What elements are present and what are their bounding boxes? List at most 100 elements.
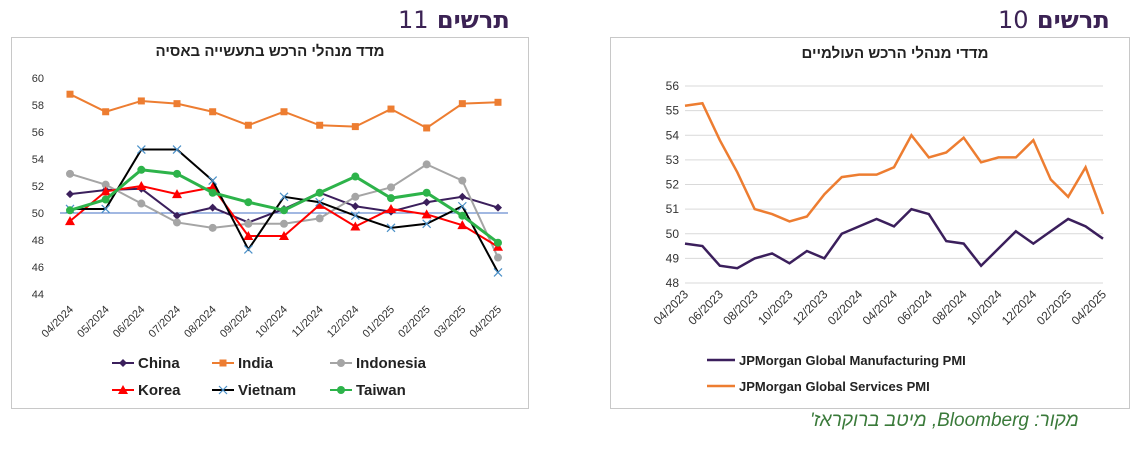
x-tick-label: 08/2024 — [182, 304, 219, 341]
x-tick-label: 01/2025 — [361, 304, 398, 341]
data-point — [280, 206, 288, 215]
y-tick-label: 48 — [666, 276, 680, 290]
x-tick-label: 04/2025 — [468, 304, 505, 341]
data-point — [173, 100, 181, 108]
x-tick-label: 06/2024 — [111, 304, 148, 341]
data-point — [137, 199, 146, 208]
series-india — [66, 90, 502, 132]
y-tick-label: 48 — [32, 235, 44, 247]
y-tick-label: 60 — [32, 73, 44, 85]
data-point — [351, 123, 359, 131]
data-point — [173, 211, 181, 220]
data-point — [136, 181, 147, 190]
legend-label: JPMorgan Global Manufacturing PMI — [739, 353, 966, 368]
x-tick-label: 12/2024 — [325, 304, 362, 341]
legend-marker — [119, 359, 127, 367]
data-point — [422, 160, 431, 169]
x-tick-label: 04/2025 — [1069, 287, 1110, 328]
data-point — [136, 145, 146, 154]
data-point — [350, 211, 360, 221]
data-point — [351, 192, 360, 201]
data-point — [101, 180, 110, 189]
x-tick-label: 02/2025 — [1034, 287, 1075, 328]
data-point — [458, 176, 467, 185]
y-tick-label: 46 — [32, 262, 44, 274]
data-point — [457, 201, 467, 211]
legend-label: Indonesia — [356, 355, 427, 372]
series-line-services — [684, 101, 1105, 223]
legend-marker — [219, 359, 227, 367]
data-point — [387, 194, 395, 203]
x-tick-label: 11/2024 — [290, 304, 326, 340]
y-tick-label: 56 — [32, 127, 44, 139]
figure-number: 11 — [398, 6, 429, 34]
x-tick-label: 03/2025 — [432, 304, 469, 341]
x-tick-label: 04/2023 — [651, 287, 692, 328]
data-point — [208, 223, 217, 232]
data-point — [387, 105, 395, 113]
figure-10-heading: תרשים 10 — [998, 6, 1110, 34]
data-point — [386, 223, 396, 233]
legend-marker — [337, 359, 345, 367]
chart-title: מדדי מנהלי הרכש העולמיים — [801, 45, 988, 62]
data-point — [66, 206, 74, 215]
x-tick-label: 07/2024 — [147, 304, 184, 341]
data-point — [280, 108, 288, 116]
data-point — [173, 169, 181, 178]
legend-label: JPMorgan Global Services PMI — [739, 379, 930, 394]
data-point — [458, 100, 466, 108]
data-point — [316, 121, 324, 129]
legend-entry: India — [212, 355, 274, 372]
data-point — [351, 202, 360, 211]
data-point — [315, 197, 325, 207]
global-pmi-chart-panel: מדדי מנהלי הרכש העולמיים 48 49 50 51 52 53 54 55… — [610, 37, 1130, 409]
figure-number: 10 — [998, 6, 1029, 34]
legend-label: India — [238, 355, 274, 372]
data-point — [423, 124, 431, 132]
data-point — [172, 145, 182, 154]
data-point — [243, 245, 253, 254]
data-point — [386, 203, 396, 213]
data-point — [208, 176, 218, 186]
y-tick-label: 54 — [666, 128, 680, 142]
data-point — [137, 165, 146, 174]
legend-marker — [218, 385, 228, 395]
legend-entry: Taiwan — [330, 382, 406, 399]
data-point — [315, 188, 324, 197]
data-point — [209, 108, 217, 116]
data-point — [172, 189, 182, 199]
data-point — [314, 199, 325, 209]
series-taiwan — [66, 165, 502, 247]
series-indonesia — [66, 160, 502, 262]
data-point — [244, 198, 253, 207]
data-point — [65, 216, 75, 226]
data-point — [350, 221, 361, 231]
legend-marker — [118, 385, 128, 394]
x-tick-label: 12/2024 — [999, 287, 1040, 328]
data-point — [422, 188, 431, 197]
legend-entry: Indonesia — [330, 355, 427, 372]
data-point — [494, 238, 502, 247]
data-point — [457, 220, 468, 230]
y-tick-label: 50 — [666, 227, 680, 241]
source-note: מקור: Bloomberg, מיטב ברוקראז' — [810, 410, 1079, 431]
y-tick-label: 52 — [666, 178, 680, 192]
y-tick-label: 56 — [666, 79, 680, 93]
y-tick-label: 44 — [32, 289, 44, 301]
x-tick-label: 02/2025 — [396, 304, 433, 341]
y-tick-label: 55 — [666, 104, 680, 118]
series-korea — [65, 181, 503, 251]
y-tick-label: 54 — [32, 154, 44, 166]
data-point — [280, 219, 288, 228]
data-point — [494, 98, 502, 106]
x-tick-label: 10/2024 — [964, 287, 1005, 328]
data-point — [244, 121, 252, 129]
data-point — [244, 219, 253, 228]
data-point — [101, 204, 111, 214]
legend-label: China — [138, 355, 180, 372]
x-tick-label: 05/2024 — [75, 304, 112, 341]
data-point — [208, 203, 217, 212]
legend-label: Taiwan — [356, 382, 406, 399]
data-point — [494, 253, 502, 262]
data-point — [279, 192, 289, 202]
